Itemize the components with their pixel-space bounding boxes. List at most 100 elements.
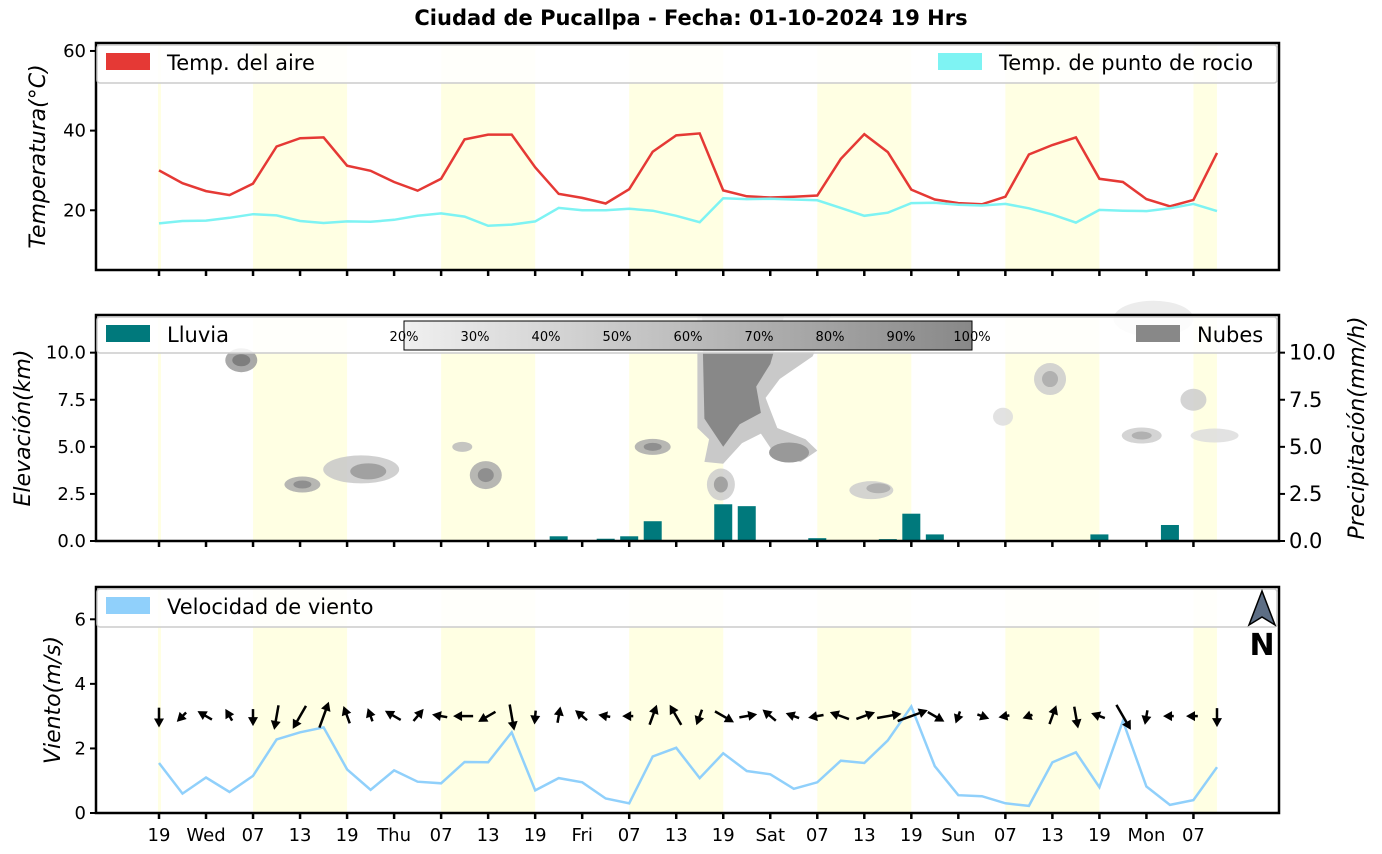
wind-arrow-head (1141, 715, 1152, 725)
wind-arrow-shaft (508, 704, 515, 724)
series-line-air-temp (158, 132, 1219, 208)
wind-arrow-head (649, 704, 659, 715)
colorbar-label: 70% (745, 330, 774, 345)
north-arrow-shape (1247, 588, 1277, 627)
wind-arrow-head (1022, 710, 1033, 721)
y-axis-title-elevation: Elevación(km) (11, 350, 36, 507)
wind-arrow (1071, 706, 1082, 729)
wind-arrow (876, 710, 902, 721)
north-arrow-icon: N (1247, 588, 1277, 663)
wind-arrow (927, 710, 945, 722)
wind-arrow-head (762, 709, 773, 720)
wind-arrow (998, 710, 1010, 721)
y-tick-label: 7.5 (57, 390, 86, 411)
y-tick-label: 2 (75, 738, 86, 759)
wind-arrow-head (384, 710, 396, 720)
rain-bar (620, 536, 639, 541)
wind-arrow-head (321, 701, 331, 712)
legend-swatch-air-temp (106, 53, 150, 70)
wind-arrow (270, 705, 281, 730)
y-axis-title-wind: Viento(m/s) (41, 636, 66, 764)
rain-bar (808, 538, 827, 541)
wind-arrow-head (414, 708, 424, 720)
x-tick-label: 07 (994, 825, 1017, 846)
y2-tick-label: 7.5 (1289, 388, 1322, 412)
wind-arrow-head (507, 720, 518, 731)
cloud-blob (350, 463, 387, 480)
legend-wind (96, 588, 1278, 628)
wind-arrow (384, 710, 402, 721)
wind-arrow (622, 711, 634, 722)
cloud-blob (713, 476, 728, 493)
wind-arrow (1163, 711, 1174, 722)
wind-arrow-shaft (1073, 706, 1079, 722)
wind-arrow-head (453, 711, 463, 722)
y-tick-label: 10.0 (46, 343, 86, 364)
y2-axis-title-precipitation: Precipitación(mm/h) (1345, 316, 1370, 539)
wind-arrow-head (553, 706, 564, 717)
y-tick-label: 20 (63, 200, 86, 221)
rain-bar (643, 521, 662, 541)
wind-arrow-head (622, 711, 632, 722)
wind-arrow (507, 704, 518, 731)
x-tick-label: Mon (1127, 825, 1165, 846)
y-tick-label: 0 (75, 803, 86, 824)
wind-arrow (1186, 711, 1198, 722)
x-tick-label: 07 (1182, 825, 1205, 846)
wind-arrow-head (598, 711, 608, 722)
colorbar-label: 60% (674, 330, 703, 345)
cloud-blob (452, 441, 473, 452)
legend-swatch-wind-speed (106, 597, 150, 614)
cloud-blob (993, 407, 1014, 426)
wind-arrow-head (864, 710, 876, 720)
x-tick-label: Sun (941, 825, 975, 846)
axes-frame (94, 41, 1281, 272)
wind-arrow-shaft (876, 713, 895, 720)
y-axis-title-temperature: Temperatura(°C) (26, 64, 51, 248)
wind-arrow (318, 701, 331, 729)
cloud-blob (232, 354, 251, 367)
x-tick-label: 19 (712, 825, 735, 846)
wind-arrow-head (225, 708, 235, 720)
cloud-blob (293, 480, 312, 489)
rain-bar (714, 504, 733, 541)
x-tick-label: 07 (806, 825, 829, 846)
y2-tick-label: 0.0 (1289, 529, 1322, 553)
wind-arrow (829, 710, 850, 721)
wind-arrow (1141, 710, 1152, 725)
wind-arrow-head (785, 711, 796, 721)
y-tick-label: 2.5 (57, 484, 86, 505)
wind-arrow-shaft (1115, 704, 1129, 725)
wind-arrow-shaft (1048, 711, 1056, 725)
wind-arrow (648, 704, 659, 726)
x-tick-label: 13 (289, 825, 312, 846)
wind-arrow (669, 704, 683, 726)
legend-swatch-clouds (1136, 325, 1180, 342)
y-tick-label: 4 (75, 674, 86, 695)
wind-arrow-shaft (855, 713, 869, 721)
wind-arrow-head (248, 717, 258, 727)
x-tick-label: Sat (756, 825, 786, 846)
wind-arrow (530, 710, 541, 725)
cloud-blob (866, 483, 891, 494)
legend-swatch-rain (106, 325, 150, 342)
wind-arrow-head (1163, 711, 1173, 722)
series-line-dew-point (158, 197, 1218, 228)
x-tick-label: 07 (618, 825, 641, 846)
wind-arrow-head (154, 718, 164, 728)
wind-arrow-head (891, 710, 902, 721)
wind-arrow-head (478, 713, 489, 722)
x-tick-label: 19 (524, 825, 547, 846)
wind-arrow (1022, 710, 1033, 721)
rain-bar (1160, 524, 1179, 541)
y-tick-label: 40 (63, 121, 86, 142)
x-tick-label: 07 (242, 825, 265, 846)
rain-bar (549, 536, 568, 541)
wind-arrow (412, 708, 424, 722)
wind-arrow-head (1122, 719, 1131, 730)
wind-arrow (154, 707, 164, 728)
cloud-blob (1042, 371, 1059, 388)
legend-label-dew-point: Temp. de punto de rocio (998, 51, 1253, 75)
cloud-blob (477, 468, 494, 483)
